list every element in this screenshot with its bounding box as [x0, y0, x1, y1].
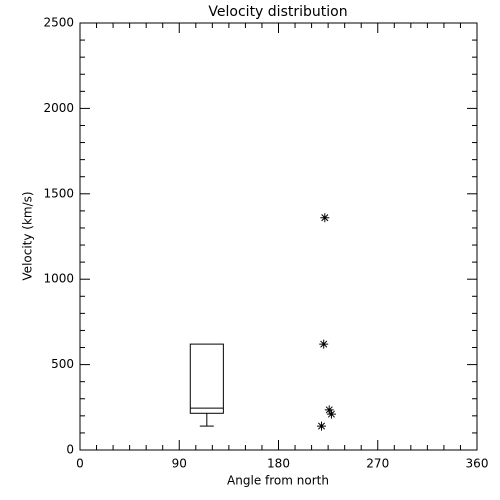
x-tick-label: 360: [466, 457, 489, 471]
point: [317, 421, 327, 431]
y-tick-label: 500: [51, 357, 74, 371]
point: [324, 405, 334, 415]
x-tick-label: 270: [366, 457, 389, 471]
box: [189, 343, 224, 414]
point: [326, 409, 336, 419]
plot-frame: [79, 22, 478, 451]
x-tick-label: 0: [76, 457, 84, 471]
x-axis-label: Angle from north: [227, 474, 329, 488]
y-tick-label: 1000: [43, 272, 74, 286]
x-tick-label: 90: [172, 457, 187, 471]
point: [320, 213, 330, 223]
x-tick-label: 180: [267, 457, 290, 471]
y-tick-label: 1500: [43, 186, 74, 200]
y-tick-label: 2000: [43, 101, 74, 115]
y-axis-label: Velocity (km/s): [21, 191, 35, 280]
point: [319, 339, 329, 349]
y-tick-label: 0: [66, 443, 74, 457]
y-tick-label: 2500: [43, 16, 74, 30]
chart-title: Velocity distribution: [208, 4, 347, 20]
